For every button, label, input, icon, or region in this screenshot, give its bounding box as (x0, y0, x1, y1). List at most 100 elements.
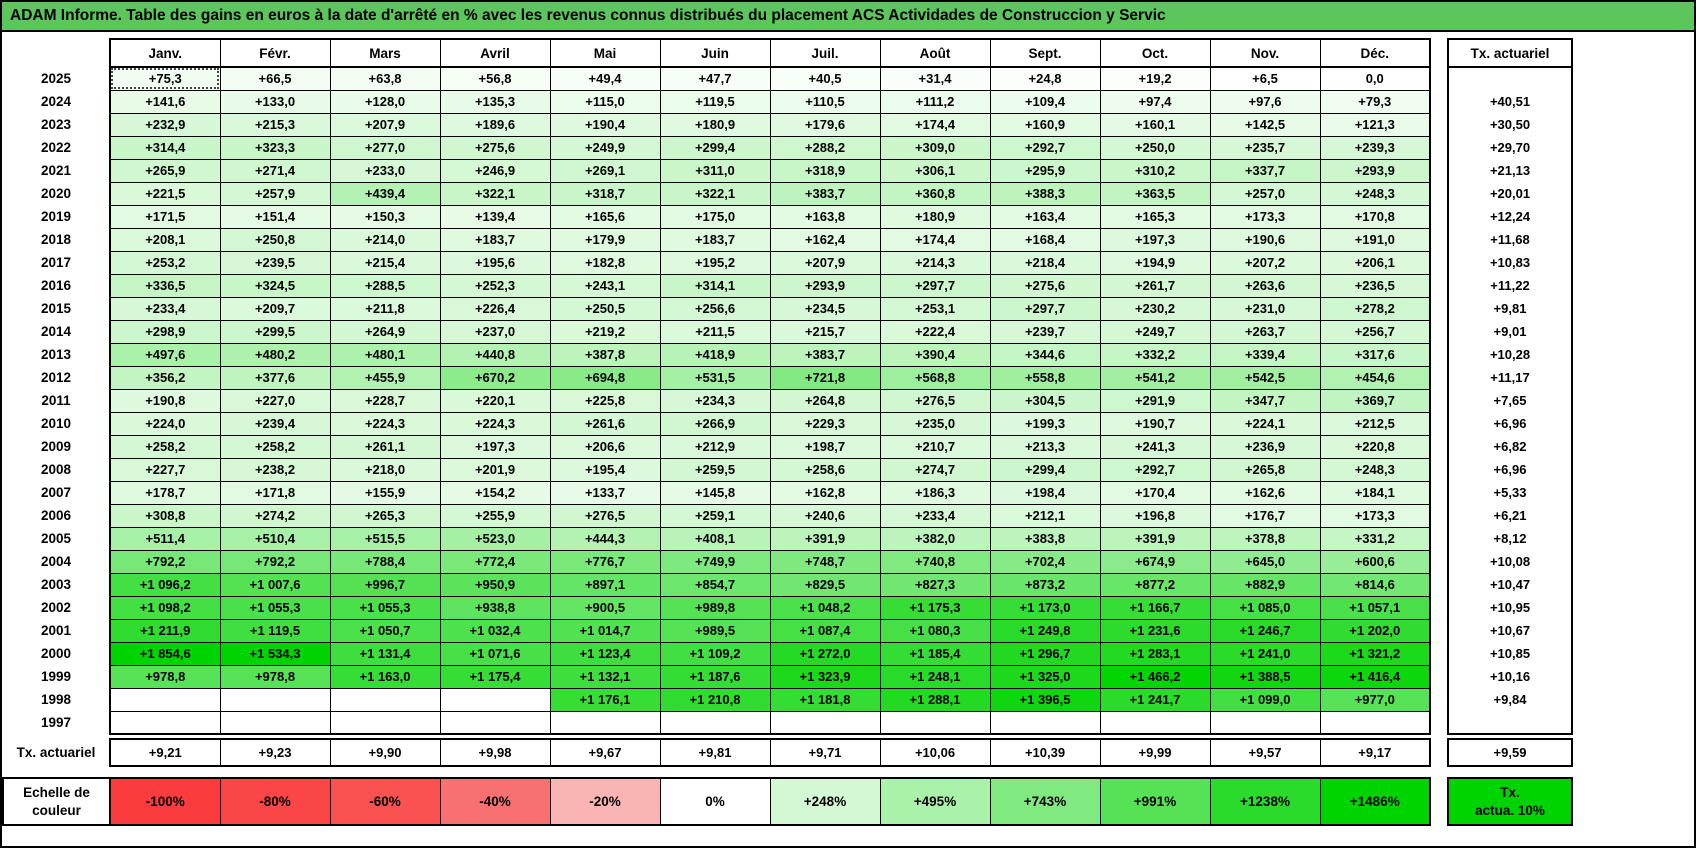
gain-cell[interactable]: +989,5 (659, 618, 771, 643)
gain-cell[interactable]: +222,4 (879, 319, 991, 344)
gain-cell[interactable]: +317,6 (1319, 342, 1431, 367)
gain-cell[interactable]: +239,3 (1319, 135, 1431, 160)
gain-cell[interactable]: +1 249,8 (989, 618, 1101, 643)
gain-cell[interactable]: +440,8 (439, 342, 551, 367)
gain-cell[interactable]: +314,4 (109, 135, 221, 160)
gain-cell[interactable]: +233,4 (109, 296, 221, 321)
gain-cell[interactable]: +480,1 (329, 342, 441, 367)
gain-cell[interactable]: +171,5 (109, 204, 221, 229)
gain-cell[interactable]: +1 032,4 (439, 618, 551, 643)
gain-cell[interactable] (329, 687, 441, 712)
gain-cell[interactable]: 0,0 (1319, 66, 1431, 91)
gain-cell[interactable]: +265,8 (1209, 457, 1321, 482)
gain-cell[interactable]: +234,5 (769, 296, 881, 321)
gain-cell[interactable]: +383,7 (769, 181, 881, 206)
gain-cell[interactable]: +788,4 (329, 549, 441, 574)
gain-cell[interactable]: +497,6 (109, 342, 221, 367)
gain-cell[interactable]: +180,9 (879, 204, 991, 229)
gain-cell[interactable]: +311,0 (659, 158, 771, 183)
gain-cell[interactable]: +1 096,2 (109, 572, 221, 597)
monthly-tx-cell[interactable]: +9,57 (1209, 738, 1321, 767)
gain-cell[interactable]: +255,9 (439, 503, 551, 528)
gain-cell[interactable]: +314,1 (659, 273, 771, 298)
gain-cell[interactable]: +318,7 (549, 181, 661, 206)
gain-cell[interactable]: +155,9 (329, 480, 441, 505)
gain-cell[interactable]: +382,0 (879, 526, 991, 551)
gain-cell[interactable]: +224,0 (109, 411, 221, 436)
gain-cell[interactable]: +224,1 (1209, 411, 1321, 436)
gain-cell[interactable]: +276,5 (549, 503, 661, 528)
gain-cell[interactable]: +182,8 (549, 250, 661, 275)
gain-cell[interactable]: +139,4 (439, 204, 551, 229)
gain-cell[interactable]: +211,8 (329, 296, 441, 321)
gain-cell[interactable]: +234,3 (659, 388, 771, 413)
gain-cell[interactable]: +219,2 (549, 319, 661, 344)
gain-cell[interactable]: +531,5 (659, 365, 771, 390)
gain-cell[interactable]: +455,9 (329, 365, 441, 390)
gain-cell[interactable]: +231,0 (1209, 296, 1321, 321)
gain-cell[interactable]: +344,6 (989, 342, 1101, 367)
gain-cell[interactable]: +66,5 (219, 66, 331, 91)
gain-cell[interactable]: +388,3 (989, 181, 1101, 206)
gain-cell[interactable]: +160,9 (989, 112, 1101, 137)
gain-cell[interactable]: +175,0 (659, 204, 771, 229)
monthly-tx-cell[interactable]: +9,81 (659, 738, 771, 767)
gain-cell[interactable]: +938,8 (439, 595, 551, 620)
gain-cell[interactable]: +190,6 (1209, 227, 1321, 252)
gain-cell[interactable]: +174,4 (879, 227, 991, 252)
gain-cell[interactable]: +240,6 (769, 503, 881, 528)
gain-cell[interactable]: +877,2 (1099, 572, 1211, 597)
gain-cell[interactable]: +151,4 (219, 204, 331, 229)
gain-cell[interactable]: +1 296,7 (989, 641, 1101, 666)
gain-cell[interactable]: +184,1 (1319, 480, 1431, 505)
gain-cell[interactable]: +212,1 (989, 503, 1101, 528)
gain-cell[interactable]: +829,5 (769, 572, 881, 597)
gain-cell[interactable] (1099, 710, 1211, 735)
gain-cell[interactable]: +133,7 (549, 480, 661, 505)
gain-cell[interactable]: +246,9 (439, 158, 551, 183)
gain-cell[interactable]: +776,7 (549, 549, 661, 574)
gain-cell[interactable]: +236,5 (1319, 273, 1431, 298)
monthly-tx-cell[interactable]: +10,06 (879, 738, 991, 767)
tx-actuariel-cell[interactable]: +11,22 (1447, 274, 1573, 297)
gain-cell[interactable]: +179,9 (549, 227, 661, 252)
monthly-tx-cell[interactable]: +9,71 (769, 738, 881, 767)
gain-cell[interactable]: +1 055,3 (329, 595, 441, 620)
gain-cell[interactable]: +292,7 (989, 135, 1101, 160)
gain-cell[interactable]: +165,6 (549, 204, 661, 229)
gain-cell[interactable]: +197,3 (1099, 227, 1211, 252)
gain-cell[interactable]: +40,5 (769, 66, 881, 91)
gain-cell[interactable]: +1 246,7 (1209, 618, 1321, 643)
gain-cell[interactable]: +873,2 (989, 572, 1101, 597)
gain-cell[interactable]: +220,1 (439, 388, 551, 413)
gain-cell[interactable]: +309,0 (879, 135, 991, 160)
gain-cell[interactable]: +207,9 (769, 250, 881, 275)
gain-cell[interactable]: +275,6 (439, 135, 551, 160)
gain-cell[interactable]: +1 173,0 (989, 595, 1101, 620)
gain-cell[interactable]: +480,2 (219, 342, 331, 367)
gain-cell[interactable]: +111,2 (879, 89, 991, 114)
gain-cell[interactable]: +162,6 (1209, 480, 1321, 505)
gain-cell[interactable]: +212,5 (1319, 411, 1431, 436)
gain-cell[interactable]: +163,4 (989, 204, 1101, 229)
gain-cell[interactable] (219, 710, 331, 735)
gain-cell[interactable]: +387,8 (549, 342, 661, 367)
gain-cell[interactable]: +900,5 (549, 595, 661, 620)
gain-cell[interactable] (439, 687, 551, 712)
gain-cell[interactable]: +1 534,3 (219, 641, 331, 666)
gain-cell[interactable]: +1 323,9 (769, 664, 881, 689)
gain-cell[interactable]: +218,0 (329, 457, 441, 482)
gain-cell[interactable]: +978,8 (219, 664, 331, 689)
tx-actuariel-cell[interactable] (1447, 67, 1573, 90)
gain-cell[interactable]: +1 080,3 (879, 618, 991, 643)
gain-cell[interactable]: +263,6 (1209, 273, 1321, 298)
gain-cell[interactable]: +191,0 (1319, 227, 1431, 252)
gain-cell[interactable]: +178,7 (109, 480, 221, 505)
gain-cell[interactable]: +170,4 (1099, 480, 1211, 505)
gain-cell[interactable]: +248,3 (1319, 181, 1431, 206)
gain-cell[interactable]: +369,7 (1319, 388, 1431, 413)
gain-cell[interactable]: +444,3 (549, 526, 661, 551)
gain-cell[interactable]: +227,0 (219, 388, 331, 413)
tx-actuariel-cell[interactable]: +10,47 (1447, 573, 1573, 596)
gain-cell[interactable]: +515,5 (329, 526, 441, 551)
